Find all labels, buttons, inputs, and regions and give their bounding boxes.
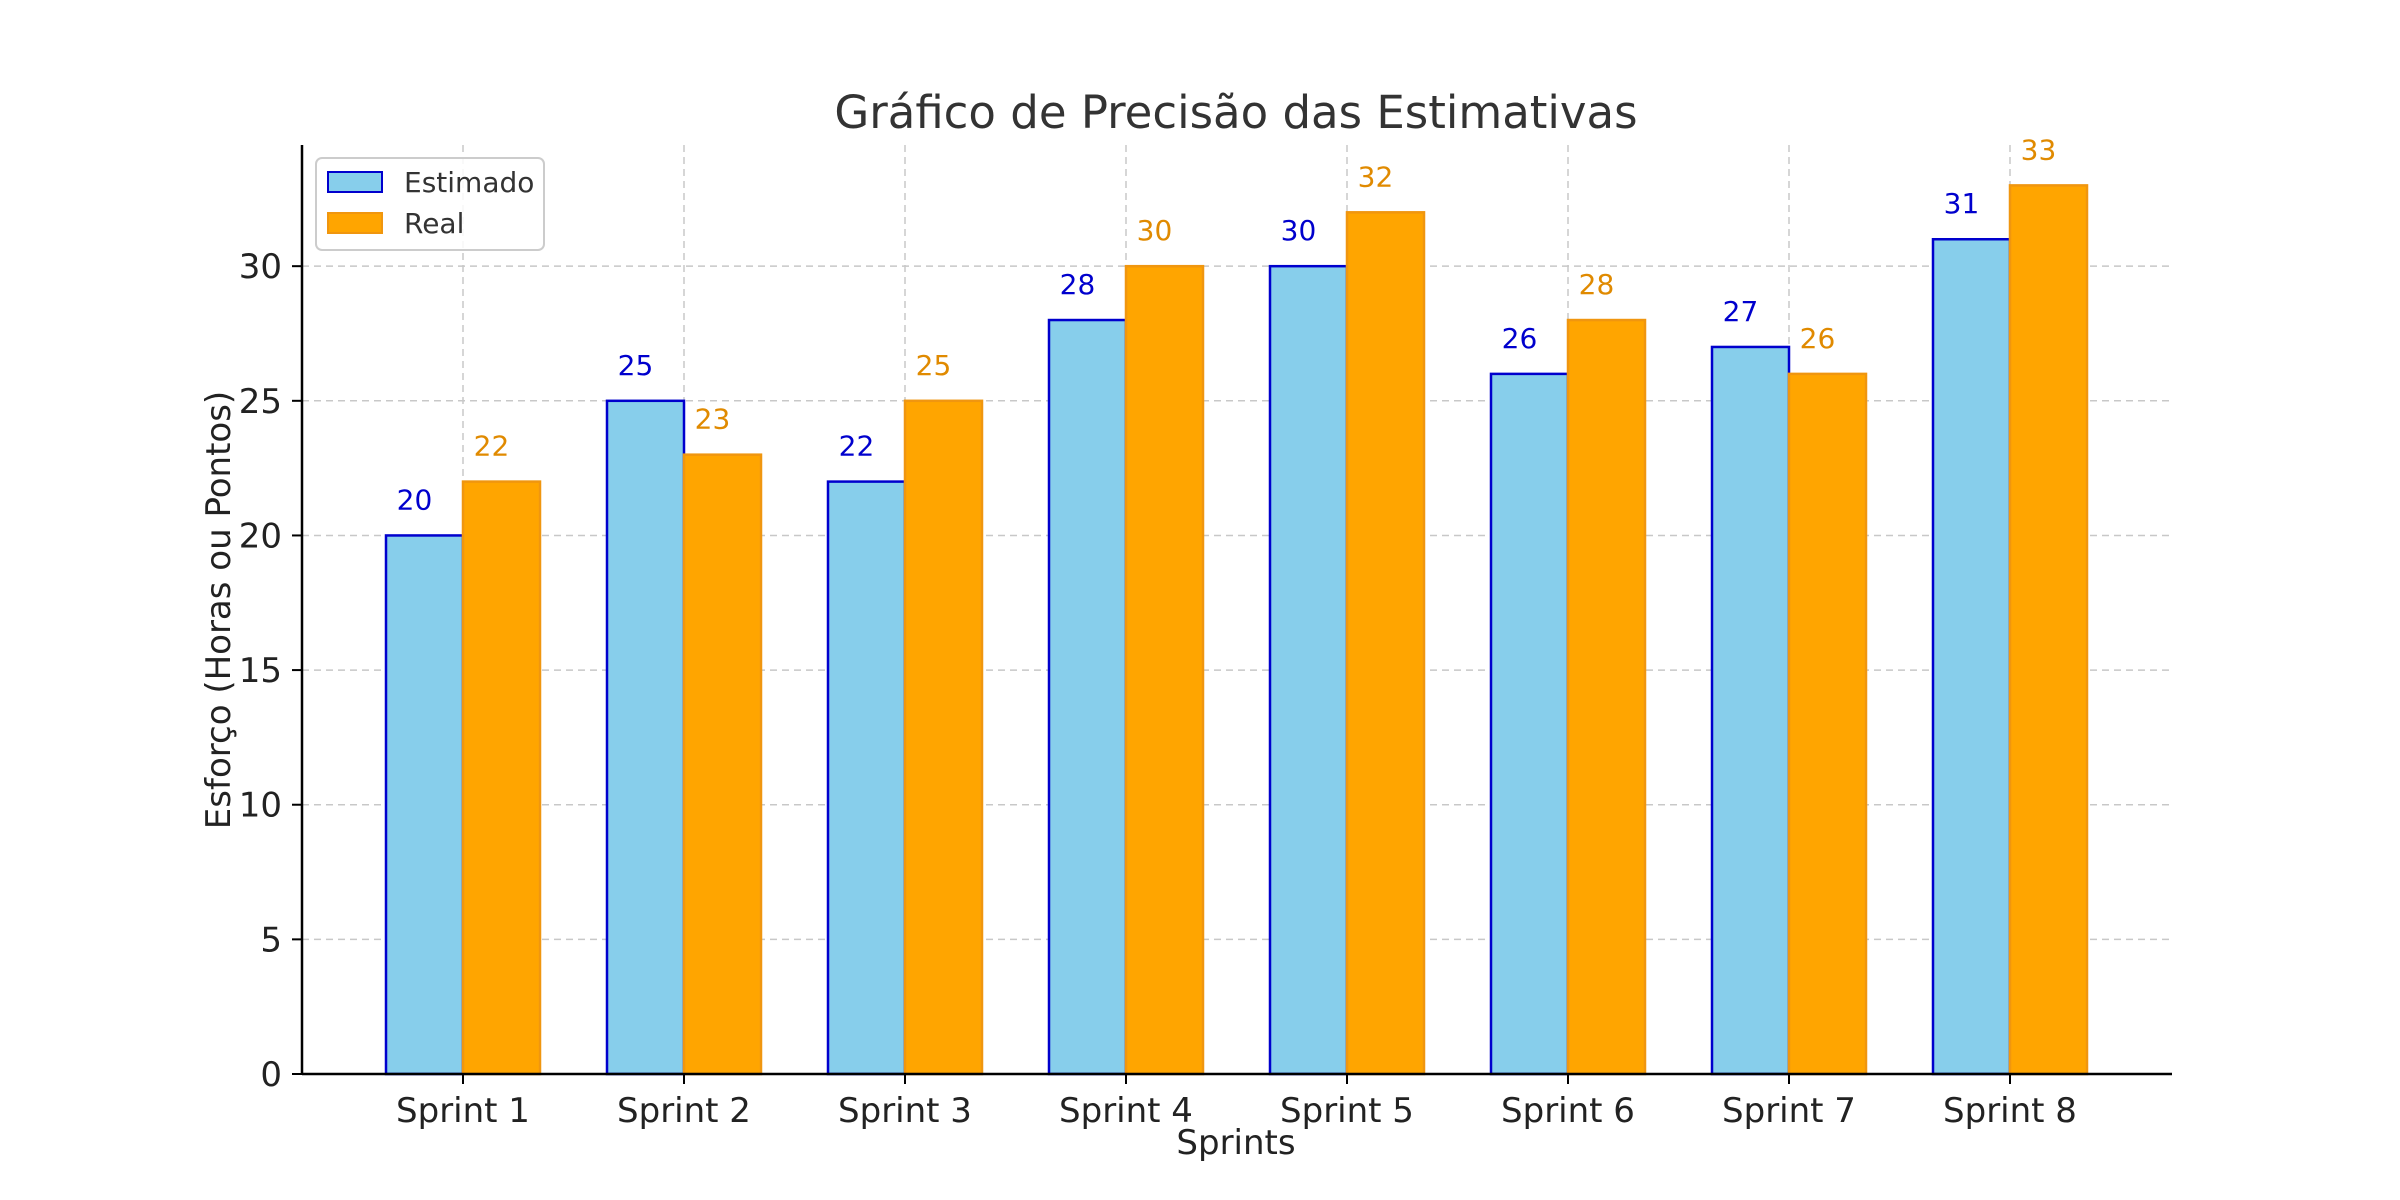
bar-real xyxy=(682,453,763,1076)
y-axis-label: Esforço (Horas ou Pontos) xyxy=(199,391,239,829)
value-label-real: 32 xyxy=(1358,160,1394,193)
value-label-real: 26 xyxy=(1800,322,1836,355)
bar-estimado xyxy=(1710,345,1791,1076)
value-label-estimado: 25 xyxy=(618,349,654,382)
bar-real xyxy=(2008,184,2089,1076)
legend-swatch-real xyxy=(327,212,383,234)
x-axis-label: Sprints xyxy=(1176,1123,1295,1163)
legend-label-real: Real xyxy=(404,207,464,240)
bar-estimado xyxy=(1489,372,1570,1076)
x-tick-label: Sprint 3 xyxy=(838,1091,972,1131)
legend-label-estimado: Estimado xyxy=(404,166,534,199)
x-tick-label: Sprint 7 xyxy=(1722,1091,1856,1131)
x-tick-label: Sprint 6 xyxy=(1501,1091,1635,1131)
value-label-estimado: 30 xyxy=(1281,214,1317,247)
y-tick-label: 0 xyxy=(260,1055,282,1095)
value-label-real: 28 xyxy=(1579,268,1615,301)
bar-estimado xyxy=(1047,318,1128,1076)
y-tick-label: 5 xyxy=(260,920,282,960)
value-label-estimado: 31 xyxy=(1944,187,1980,220)
bar-real xyxy=(1566,318,1647,1076)
y-tick-label: 15 xyxy=(239,651,282,691)
bar-real xyxy=(1345,211,1426,1076)
value-label-real: 22 xyxy=(474,430,510,463)
y-tick-label: 25 xyxy=(239,382,282,422)
value-label-estimado: 27 xyxy=(1723,295,1759,328)
y-tick-label: 10 xyxy=(239,786,282,826)
bar-estimado xyxy=(1931,237,2012,1076)
axes xyxy=(300,145,2172,1076)
x-tick-label: Sprint 1 xyxy=(396,1091,530,1131)
bars xyxy=(384,184,2089,1076)
bar-estimado xyxy=(605,399,686,1076)
value-label-real: 33 xyxy=(2021,133,2057,166)
bar-estimado xyxy=(384,534,465,1076)
value-label-estimado: 20 xyxy=(397,483,433,516)
x-tick-label: Sprint 4 xyxy=(1059,1091,1193,1131)
y-tick-label: 30 xyxy=(239,247,282,287)
legend: Estimado Real xyxy=(315,157,545,251)
chart-title: Gráfico de Precisão das Estimativas xyxy=(834,86,1637,139)
value-label-real: 23 xyxy=(695,403,731,436)
ticks: 0 5 10 15 20 25 30 Sprint 1 Sprint 2 Sprint 3 Spri… xyxy=(239,247,2077,1131)
bar-real xyxy=(461,480,542,1076)
x-tick-label: Sprint 8 xyxy=(1943,1091,2077,1131)
y-tick-label: 20 xyxy=(239,516,282,556)
grid xyxy=(302,145,2172,1074)
value-label-estimado: 22 xyxy=(839,430,875,463)
value-label-real: 25 xyxy=(916,349,952,382)
bar-estimado xyxy=(1268,264,1349,1076)
value-labels: 20 25 22 28 30 26 27 31 22 23 25 30 32 28 26 33 xyxy=(397,133,2057,516)
x-tick-label: Sprint 2 xyxy=(617,1091,751,1131)
legend-swatch-estimado xyxy=(327,171,383,193)
bar-real xyxy=(1787,372,1868,1076)
bar-real xyxy=(903,399,984,1076)
value-label-estimado: 26 xyxy=(1502,322,1538,355)
bar-real xyxy=(1124,264,1205,1076)
x-tick-label: Sprint 5 xyxy=(1280,1091,1414,1131)
value-label-real: 30 xyxy=(1137,214,1173,247)
bar-estimado xyxy=(826,480,907,1076)
value-label-estimado: 28 xyxy=(1060,268,1096,301)
